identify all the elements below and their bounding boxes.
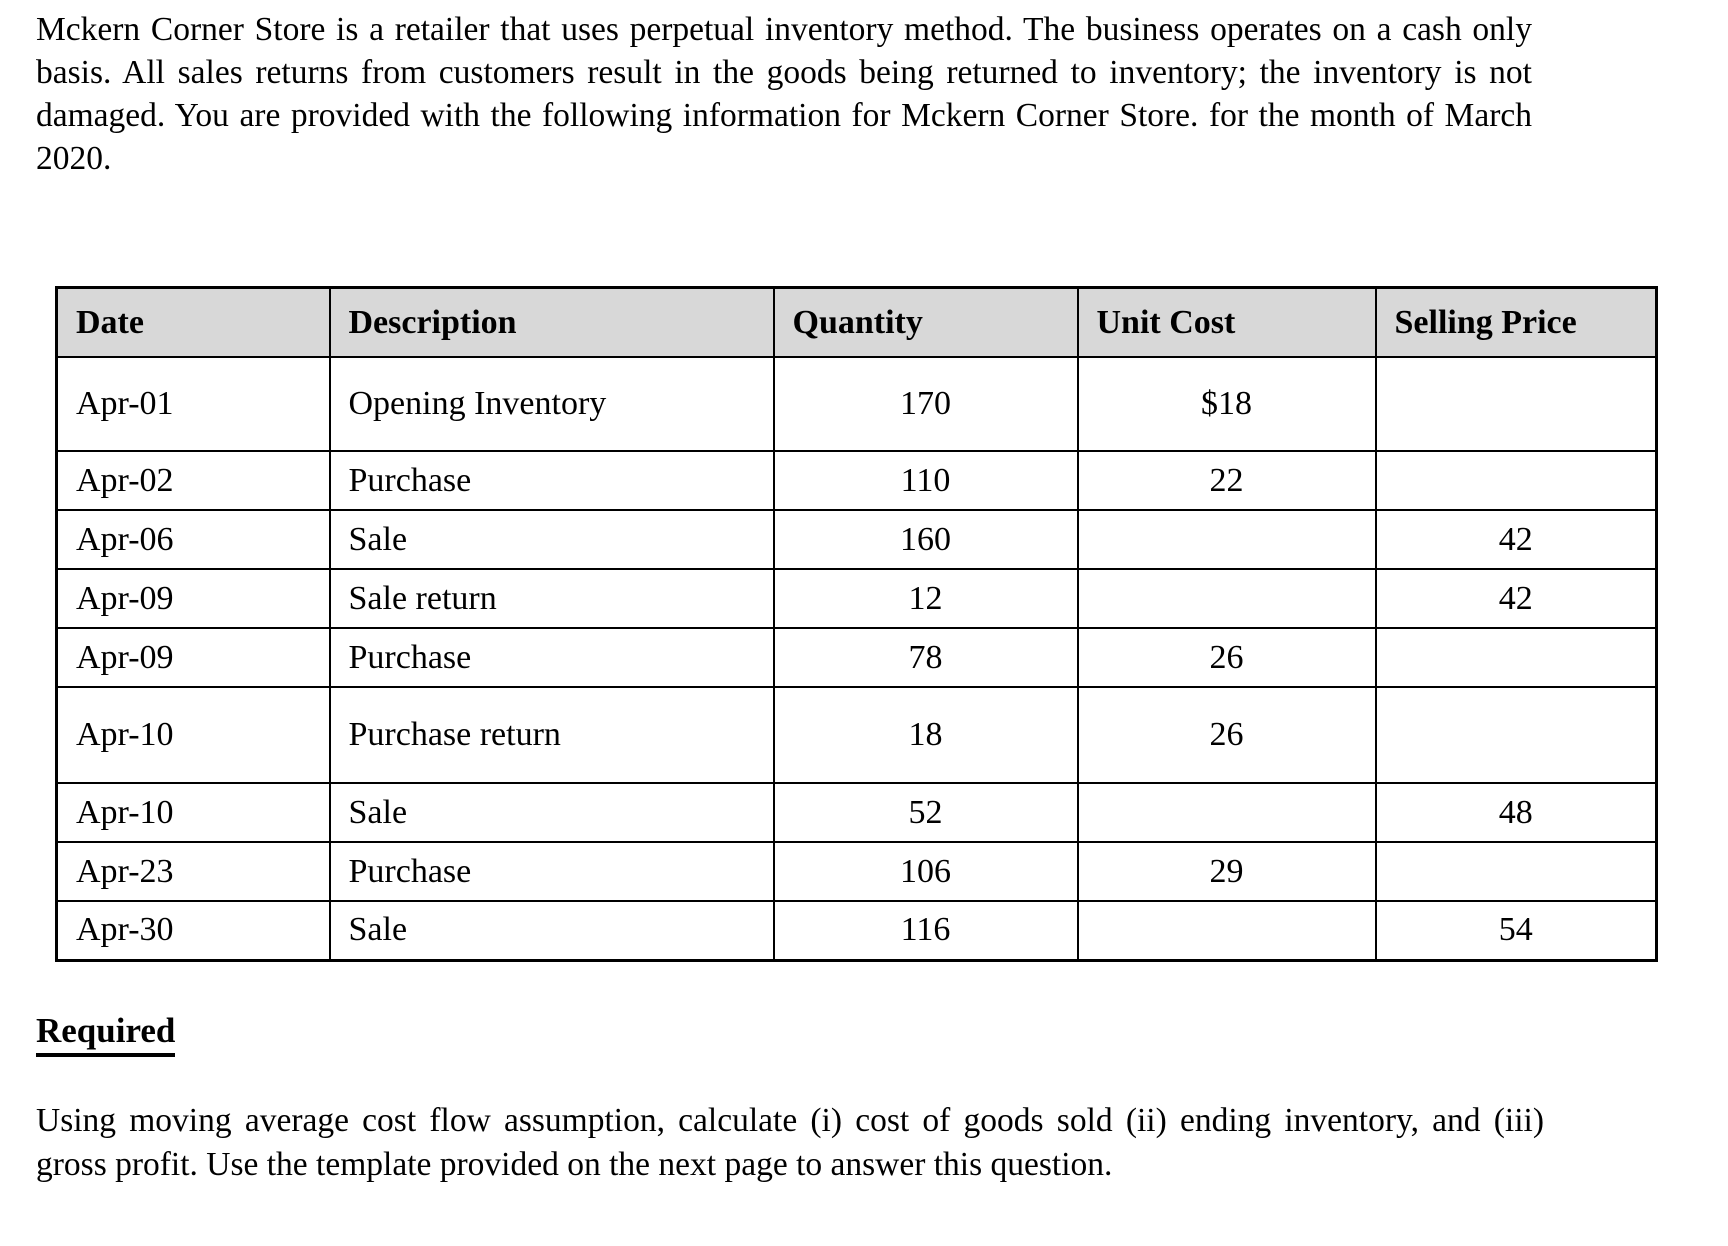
cell-unit-cost: 26 [1076,627,1377,688]
cell-date: Apr-01 [55,356,331,452]
table-row: Apr-02 Purchase 110 22 [55,450,1658,511]
cell-unit-cost: 29 [1076,841,1377,902]
column-header-quantity: Quantity [772,286,1079,358]
intro-paragraph: Mckern Corner Store is a retailer that u… [36,11,1532,177]
column-header-unit-cost: Unit Cost [1076,286,1377,358]
cell-selling-price: 42 [1374,509,1658,570]
cell-selling-price [1374,627,1658,688]
cell-quantity: 170 [772,356,1079,452]
table-row: Apr-30 Sale 116 54 [55,900,1658,961]
required-heading: Required [36,1011,176,1057]
cell-description: Purchase return [328,686,775,784]
cell-date: Apr-02 [55,450,331,511]
cell-quantity: 110 [772,450,1079,511]
table-row: Apr-10 Purchase return 18 26 [55,686,1658,784]
table-row: Apr-06 Sale 160 42 [55,509,1658,570]
cell-date: Apr-09 [55,568,331,629]
table-header-row: Date Description Quantity Unit Cost Sell… [55,286,1658,358]
cell-description: Purchase [328,841,775,902]
cell-quantity: 18 [772,686,1079,784]
column-header-selling-price: Selling Price [1374,286,1658,358]
cell-description: Sale [328,900,775,961]
cell-description: Sale [328,509,775,570]
cell-date: Apr-09 [55,627,331,688]
cell-date: Apr-23 [55,841,331,902]
instruction-paragraph: Using moving average cost flow assumptio… [36,1102,1544,1183]
cell-selling-price: 54 [1374,900,1658,961]
cell-date: Apr-10 [55,782,331,843]
cell-date: Apr-30 [55,900,331,961]
column-header-date: Date [55,286,331,358]
cell-description: Opening Inventory [328,356,775,452]
cell-selling-price [1374,841,1658,902]
cell-description: Sale [328,782,775,843]
table-row: Apr-01 Opening Inventory 170 $18 [55,356,1658,452]
column-header-description: Description [328,286,775,358]
cell-selling-price [1374,686,1658,784]
cell-unit-cost [1076,509,1377,570]
cell-date: Apr-10 [55,686,331,784]
inventory-table: Date Description Quantity Unit Cost Sell… [55,286,1658,962]
cell-description: Purchase [328,627,775,688]
table-row: Apr-10 Sale 52 48 [55,782,1658,843]
cell-unit-cost: 22 [1076,450,1377,511]
cell-selling-price: 48 [1374,782,1658,843]
cell-quantity: 12 [772,568,1079,629]
cell-unit-cost [1076,782,1377,843]
cell-quantity: 106 [772,841,1079,902]
cell-quantity: 78 [772,627,1079,688]
table-row: Apr-09 Purchase 78 26 [55,627,1658,688]
cell-description: Purchase [328,450,775,511]
cell-quantity: 116 [772,900,1079,961]
cell-selling-price [1374,356,1658,452]
cell-quantity: 52 [772,782,1079,843]
cell-unit-cost [1076,568,1377,629]
table-row: Apr-09 Sale return 12 42 [55,568,1658,629]
cell-unit-cost: $18 [1076,356,1377,452]
cell-selling-price: 42 [1374,568,1658,629]
table-row: Apr-23 Purchase 106 29 [55,841,1658,902]
cell-unit-cost [1076,900,1377,961]
cell-date: Apr-06 [55,509,331,570]
cell-quantity: 160 [772,509,1079,570]
cell-unit-cost: 26 [1076,686,1377,784]
cell-selling-price [1374,450,1658,511]
cell-description: Sale return [328,568,775,629]
